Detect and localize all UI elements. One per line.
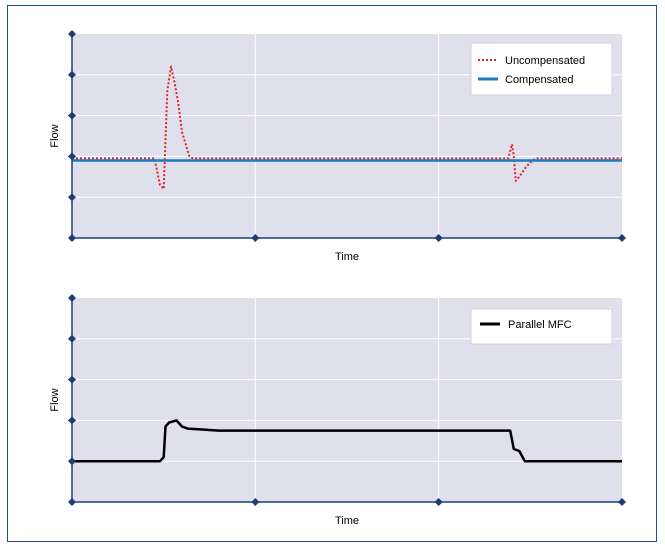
series-line-uncompensated <box>72 65 622 190</box>
series-layer-1 <box>72 65 622 190</box>
y-axis-tick-marker <box>68 294 76 302</box>
chart-uncompensated-vs-compensated: Uncompensated Compensated Time Flow <box>49 30 626 263</box>
x-axis-tick-marker <box>434 234 443 242</box>
x-axis-tick-marker <box>251 498 260 506</box>
y-axis-tick-marker <box>68 234 76 242</box>
y-axis-tick-marker <box>68 152 76 161</box>
axes-2 <box>68 294 626 506</box>
y-axis-tick-marker <box>68 30 76 38</box>
y-axis-title-1: Flow <box>49 124 61 147</box>
legend-box-1 <box>470 42 613 96</box>
series-line-parallel-mfc <box>72 419 622 463</box>
y-axis-tick-marker <box>68 111 76 120</box>
y-axis-tick-marker <box>68 70 76 79</box>
y-axis-title-2: Flow <box>49 388 61 411</box>
legend-label-compensated: Compensated <box>505 74 574 86</box>
y-axis-tick-marker <box>68 193 76 202</box>
series-layer-2 <box>72 419 622 463</box>
y-axis-tick-marker <box>68 334 76 343</box>
y-axis-tick-marker <box>68 375 76 384</box>
legend-1: Uncompensated Compensated <box>470 42 613 96</box>
x-axis-title-1: Time <box>335 251 359 263</box>
y-axis-tick-marker <box>68 498 76 506</box>
chart-parallel-mfc: Parallel MFC Time Flow <box>49 294 626 527</box>
x-axis-tick-marker <box>434 498 443 506</box>
legend-label-parallel-mfc: Parallel MFC <box>508 319 572 331</box>
x-axis-title-2: Time <box>335 515 359 527</box>
x-axis-tick-marker <box>618 234 626 242</box>
legend-box-2 <box>470 308 613 345</box>
legend-label-uncompensated: Uncompensated <box>505 55 585 67</box>
x-axis-tick-marker <box>251 234 260 242</box>
axes-1 <box>68 30 626 242</box>
y-axis-tick-marker <box>68 416 76 425</box>
x-axis-tick-marker <box>618 498 626 506</box>
legend-2: Parallel MFC <box>470 308 613 345</box>
y-axis-tick-marker <box>68 457 76 466</box>
